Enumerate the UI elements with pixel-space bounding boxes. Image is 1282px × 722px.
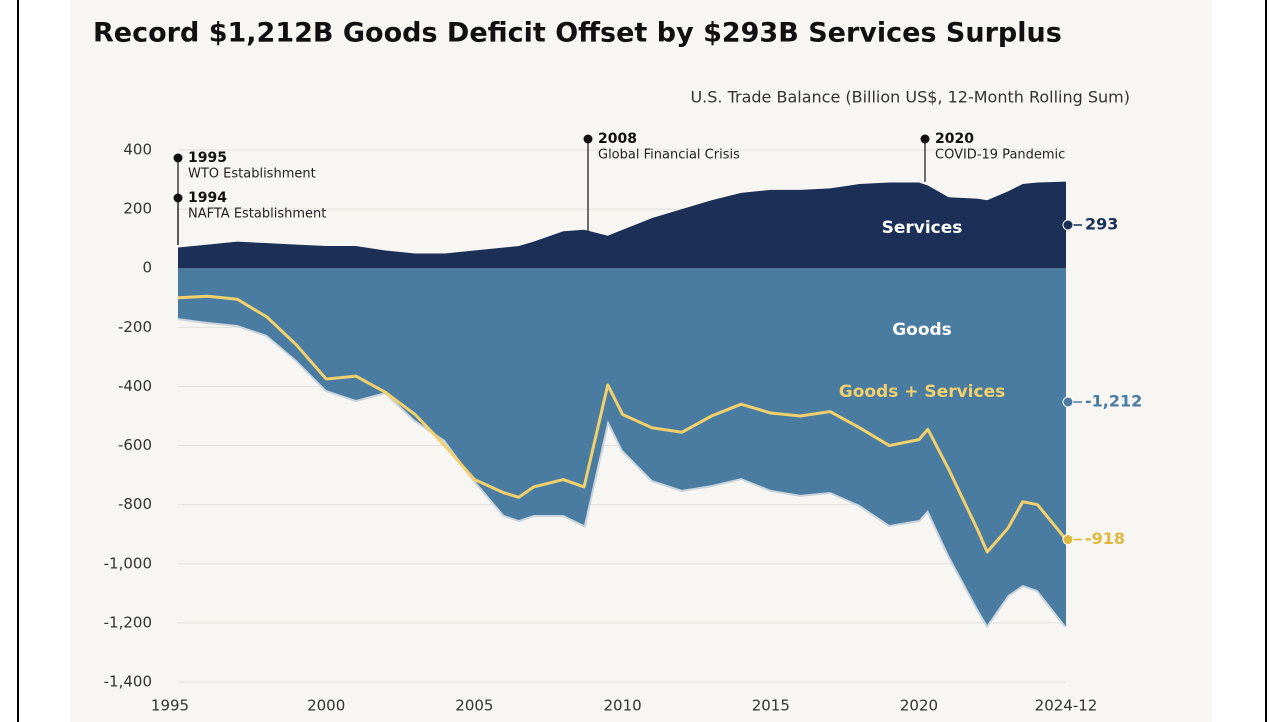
annotation-text: COVID-19 Pandemic: [935, 148, 1065, 163]
y-tick-label: -1,200: [104, 613, 152, 631]
annotation-year: 1994: [188, 190, 227, 206]
y-tick-label: -800: [118, 495, 152, 513]
end-dot: [1062, 396, 1074, 408]
x-tick-label: 2010: [603, 697, 641, 715]
total-line: [177, 294, 1068, 554]
annotation-text: NAFTA Establishment: [188, 207, 326, 222]
y-tick-label: -1,400: [104, 673, 152, 691]
end-dot: [1062, 534, 1074, 546]
annotation-dot: [173, 193, 183, 203]
annotation-year: 2008: [598, 131, 637, 147]
annotation-text: Global Financial Crisis: [598, 148, 740, 163]
chart-title: Record $1,212B Goods Deficit Offset by $…: [93, 18, 1062, 49]
x-tick-label: 2024-12: [1035, 697, 1098, 715]
goods-area: [178, 268, 1066, 627]
y-tick-label: 0: [142, 259, 152, 277]
services-area: [178, 181, 1066, 269]
annotation-year: 1995: [188, 150, 227, 166]
chart-subtitle: U.S. Trade Balance (Billion US$, 12-Mont…: [690, 88, 1130, 107]
x-tick-label: 1995: [151, 697, 189, 715]
y-tick-label: 400: [123, 141, 152, 159]
x-tick-label: 2020: [900, 697, 938, 715]
y-tick-label: 200: [123, 200, 152, 218]
y-tick-label: -200: [118, 318, 152, 336]
series-label: Goods: [892, 320, 952, 340]
end-label: -918: [1085, 529, 1125, 548]
x-tick-label: 2000: [307, 697, 345, 715]
annotation-dot: [920, 134, 930, 144]
annotation-text: WTO Establishment: [188, 167, 316, 182]
annotation-dot: [583, 134, 593, 144]
series-label: Services: [882, 218, 963, 238]
y-tick-label: -600: [118, 436, 152, 454]
series-label: Goods + Services: [839, 382, 1005, 402]
end-label: 293: [1085, 215, 1118, 234]
x-tick-label: 2015: [752, 697, 790, 715]
annotation-year: 2020: [935, 131, 974, 147]
annotation-dot: [173, 153, 183, 163]
y-tick-label: -400: [118, 377, 152, 395]
end-dot: [1062, 219, 1074, 231]
y-tick-label: -1,000: [104, 554, 152, 572]
x-tick-label: 2005: [455, 697, 493, 715]
end-label: -1,212: [1085, 392, 1142, 411]
